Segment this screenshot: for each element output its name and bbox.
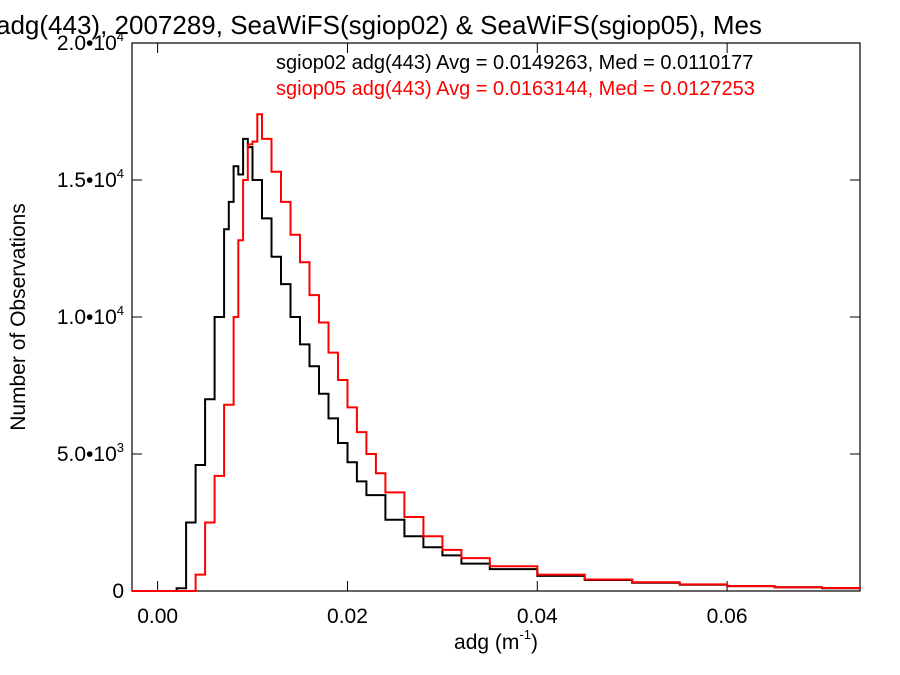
- y-tick-label: 0: [112, 580, 124, 603]
- x-tick-label: 0.00: [137, 605, 178, 628]
- y-tick-label-mantissa: 2.0•10: [57, 32, 117, 55]
- y-tick-label-mantissa: 1.0•10: [57, 306, 117, 329]
- y-tick-label: 5.0•103: [57, 440, 124, 466]
- y-tick-label: 1.0•104: [57, 303, 124, 329]
- y-tick-label: 1.5•104: [57, 166, 124, 192]
- y-tick-label-exponent: 3: [117, 440, 124, 455]
- y-tick-label-exponent: 4: [117, 29, 124, 44]
- x-axis-label-exponent: -1: [519, 627, 531, 642]
- plot-border: [131, 42, 861, 592]
- legend-entry-sgiop05: sgiop05 adg(443) Avg = 0.0163144, Med = …: [276, 78, 755, 100]
- x-axis-label: adg (m-1): [454, 627, 538, 654]
- x-axis-label-text: adg (m: [454, 631, 519, 654]
- y-tick-label-mantissa: 1.5•10: [57, 169, 117, 192]
- y-tick-label-exponent: 4: [117, 303, 124, 318]
- x-tick-label: 0.04: [517, 605, 558, 628]
- y-tick-label-mantissa: 5.0•10: [57, 443, 117, 466]
- x-tick-label: 0.02: [327, 605, 368, 628]
- y-tick-label-exponent: 4: [117, 166, 124, 181]
- y-tick-label: 2.0•104: [57, 29, 124, 55]
- x-axis-label-tail: ): [531, 631, 538, 654]
- y-axis-label: Number of Observations: [7, 203, 30, 431]
- x-axis: 0.00 0.02 0.04 0.06: [137, 43, 748, 628]
- chart-title: adg(443), 2007289, SeaWiFS(sgiop02) & Se…: [0, 10, 762, 40]
- plot-area: [131, 42, 861, 592]
- y-tick-label-mantissa: 0: [112, 580, 124, 603]
- x-tick-label: 0.06: [707, 605, 748, 628]
- series-line-sgiop05: [132, 113, 861, 592]
- series-layer: [132, 113, 861, 592]
- legend-entry-sgiop02: sgiop02 adg(443) Avg = 0.0149263, Med = …: [276, 52, 753, 74]
- series-line-sgiop02: [132, 137, 861, 592]
